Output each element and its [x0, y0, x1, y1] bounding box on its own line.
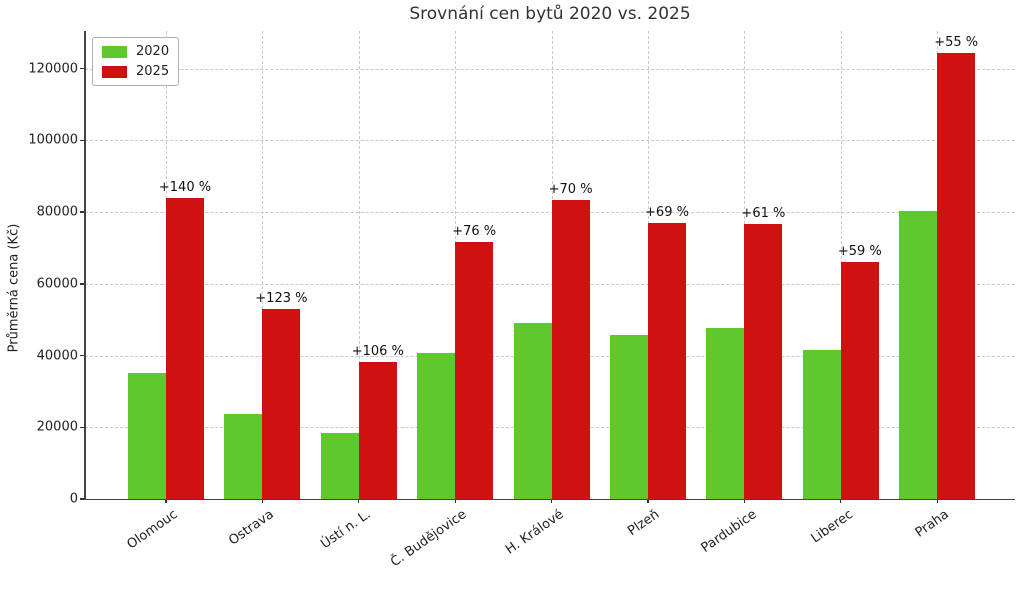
v-gridline [358, 31, 360, 499]
x-tick-label: Pardubice [698, 507, 760, 556]
bar-2020-2 [320, 432, 359, 499]
v-gridline [262, 31, 264, 499]
x-tick-label: Ústí n. L. [318, 507, 374, 552]
h-gridline [85, 212, 1015, 214]
legend-label-2025: 2025 [136, 64, 170, 79]
y-tick-label: 0 [69, 491, 78, 507]
bar-annotation: +55 % [934, 34, 979, 50]
bar-2020-4 [513, 323, 552, 499]
bar-2020-7 [802, 350, 841, 499]
bar-2020-1 [224, 413, 263, 499]
y-tick-label: 100000 [28, 132, 78, 148]
y-tick [80, 498, 85, 500]
x-tick-label: Praha [912, 507, 952, 541]
x-tick [743, 499, 746, 503]
bar-annotation: +61 % [741, 205, 786, 221]
bar-2020-3 [417, 353, 456, 499]
y-tick [80, 283, 85, 285]
legend-label-2020: 2020 [136, 44, 170, 59]
legend-item-2020: 2020 [102, 44, 169, 59]
x-tick [454, 499, 456, 503]
bar-annotation: +59 % [837, 244, 882, 260]
chart-title: Srovnání cen bytů 2020 vs. 2025 [409, 4, 691, 24]
x-tick-label: Ostrava [226, 507, 278, 549]
x-tick-label: Liberec [808, 507, 856, 547]
x-tick [647, 499, 649, 503]
x-tick [936, 499, 938, 503]
x-tick [550, 499, 553, 503]
bar-2025-8 [937, 52, 976, 499]
legend-swatch-2020 [102, 45, 127, 58]
y-tick [80, 67, 85, 70]
bar-annotation: +69 % [645, 204, 689, 220]
y-tick [80, 354, 85, 357]
h-gridline [85, 140, 1015, 142]
legend-swatch-2025 [102, 65, 127, 78]
y-tick-label: 40000 [36, 348, 78, 364]
bar-2025-4 [551, 200, 590, 499]
bar-2020-0 [128, 373, 166, 499]
bar-2020-5 [610, 335, 648, 499]
bar-2025-7 [840, 262, 879, 499]
x-tick [165, 499, 167, 503]
y-tick-label: 80000 [36, 204, 78, 220]
bar-annotation: +106 % [351, 344, 404, 360]
bar-2025-6 [744, 223, 783, 499]
bar-annotation: +123 % [255, 290, 308, 306]
y-axis-spine [84, 31, 86, 500]
bar-2025-2 [358, 362, 397, 499]
bar-2025-0 [166, 197, 204, 499]
h-gridline [85, 283, 1015, 285]
x-tick-label: Plzeň [625, 507, 663, 540]
bar-2020-6 [706, 328, 745, 499]
y-tick-label: 120000 [28, 61, 78, 77]
x-tick-label: Olomouc [124, 507, 181, 553]
h-gridline [85, 68, 1015, 70]
bar-annotation: +140 % [158, 179, 212, 195]
x-axis-spine [84, 498, 1015, 501]
y-tick [80, 139, 85, 142]
x-tick [358, 499, 360, 503]
legend: 2020 2025 [92, 37, 180, 86]
legend-item-2025: 2025 [102, 64, 169, 79]
bar-annotation: +70 % [548, 182, 593, 198]
y-tick [80, 426, 85, 428]
bar-2020-8 [899, 211, 938, 499]
x-tick-label: H. Králové [502, 507, 567, 558]
x-tick [261, 499, 264, 503]
y-axis-label: Průměrná cena (Kč) [6, 223, 22, 353]
bar-2025-1 [262, 308, 301, 499]
x-tick [840, 499, 842, 503]
y-tick [80, 211, 85, 213]
y-tick-label: 20000 [36, 419, 78, 435]
bar-2025-5 [648, 222, 686, 499]
y-tick-label: 60000 [36, 276, 78, 292]
bar-2025-3 [455, 242, 494, 499]
bar-annotation: +76 % [452, 224, 497, 240]
x-tick-label: Č. Budějovice [388, 507, 470, 571]
